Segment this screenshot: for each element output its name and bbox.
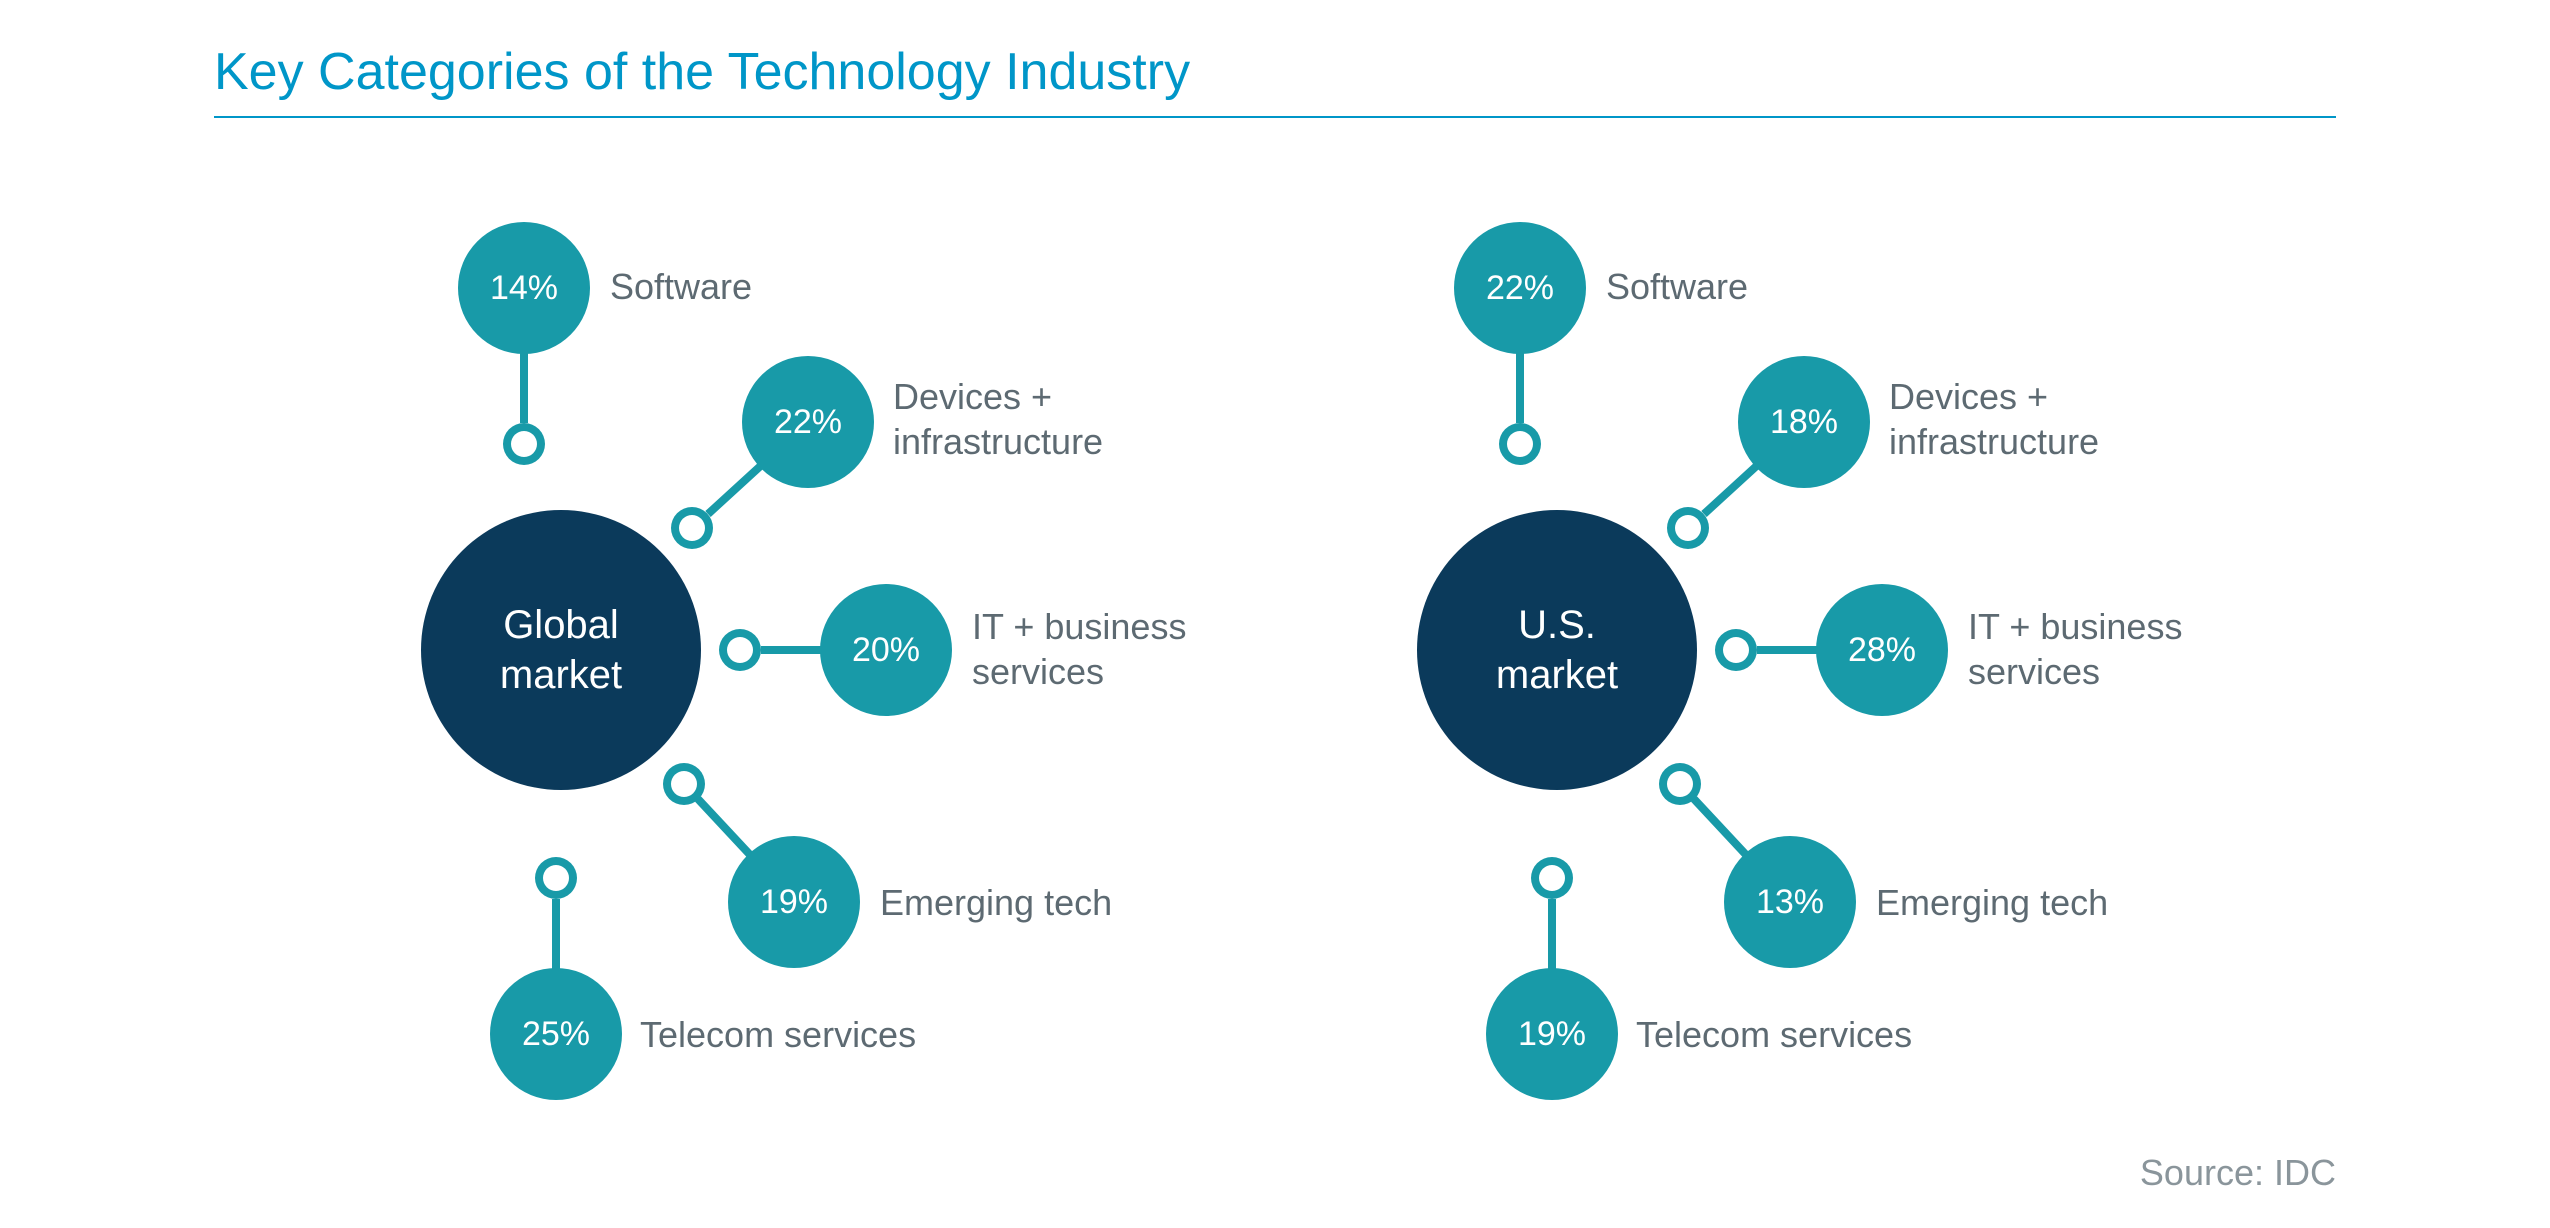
satellite-label-global-market-it-business: IT + businessservices	[972, 604, 1186, 694]
connector-ring-inner	[543, 865, 569, 891]
satellite-us-market-devices-infra: 18%	[1738, 356, 1870, 488]
hub-global-market: Globalmarket	[421, 510, 701, 790]
connector-stem-us-market-emerging-tech	[1691, 797, 1752, 861]
satellite-value: 22%	[1486, 269, 1554, 308]
connector-ring-inner	[679, 515, 705, 541]
connector-stem-us-market-it-business	[1757, 646, 1822, 654]
satellite-global-market-software: 14%	[458, 222, 590, 354]
satellite-value: 22%	[774, 403, 842, 442]
connector-ring-inner	[1675, 515, 1701, 541]
satellite-value: 28%	[1848, 631, 1916, 670]
connector-ring-inner	[1723, 637, 1749, 663]
connector-ring-inner	[727, 637, 753, 663]
satellite-value: 19%	[760, 883, 828, 922]
satellite-label-global-market-emerging-tech: Emerging tech	[880, 880, 1112, 925]
satellite-value: 14%	[490, 269, 558, 308]
connector-ring-inner	[511, 431, 537, 457]
satellite-us-market-it-business: 28%	[1816, 584, 1948, 716]
connector-ring-inner	[1539, 865, 1565, 891]
satellite-global-market-emerging-tech: 19%	[728, 836, 860, 968]
satellite-value: 13%	[1756, 883, 1824, 922]
satellite-value: 25%	[522, 1015, 590, 1054]
page-title: Key Categories of the Technology Industr…	[214, 42, 1190, 102]
connector-ring-inner	[1667, 771, 1693, 797]
connector-stem-global-market-telecom	[552, 899, 560, 974]
satellite-label-us-market-devices-infra: Devices +infrastructure	[1889, 374, 2099, 464]
connector-stem-global-market-devices-infra	[705, 460, 767, 517]
satellite-label-global-market-software: Software	[610, 264, 752, 309]
hub-label: U.S.market	[1496, 600, 1618, 700]
satellite-value: 18%	[1770, 403, 1838, 442]
connector-ring-inner	[1507, 431, 1533, 457]
connector-stem-global-market-it-business	[761, 646, 826, 654]
satellite-global-market-it-business: 20%	[820, 584, 952, 716]
connector-stem-global-market-emerging-tech	[695, 797, 756, 861]
satellite-label-global-market-telecom: Telecom services	[640, 1012, 916, 1057]
satellite-value: 19%	[1518, 1015, 1586, 1054]
source-attribution: Source: IDC	[2140, 1152, 2336, 1194]
connector-stem-us-market-software	[1516, 348, 1524, 423]
satellite-global-market-telecom: 25%	[490, 968, 622, 1100]
satellite-global-market-devices-infra: 22%	[742, 356, 874, 488]
satellite-us-market-emerging-tech: 13%	[1724, 836, 1856, 968]
hub-label: Globalmarket	[500, 600, 622, 700]
satellite-us-market-telecom: 19%	[1486, 968, 1618, 1100]
connector-stem-global-market-software	[520, 348, 528, 423]
title-divider	[214, 116, 2336, 118]
satellite-label-us-market-software: Software	[1606, 264, 1748, 309]
satellite-us-market-software: 22%	[1454, 222, 1586, 354]
satellite-label-us-market-emerging-tech: Emerging tech	[1876, 880, 2108, 925]
satellite-label-global-market-devices-infra: Devices +infrastructure	[893, 374, 1103, 464]
connector-ring-inner	[671, 771, 697, 797]
connector-stem-us-market-telecom	[1548, 899, 1556, 974]
satellite-label-us-market-telecom: Telecom services	[1636, 1012, 1912, 1057]
hub-us-market: U.S.market	[1417, 510, 1697, 790]
satellite-label-us-market-it-business: IT + businessservices	[1968, 604, 2182, 694]
satellite-value: 20%	[852, 631, 920, 670]
connector-stem-us-market-devices-infra	[1701, 460, 1763, 517]
